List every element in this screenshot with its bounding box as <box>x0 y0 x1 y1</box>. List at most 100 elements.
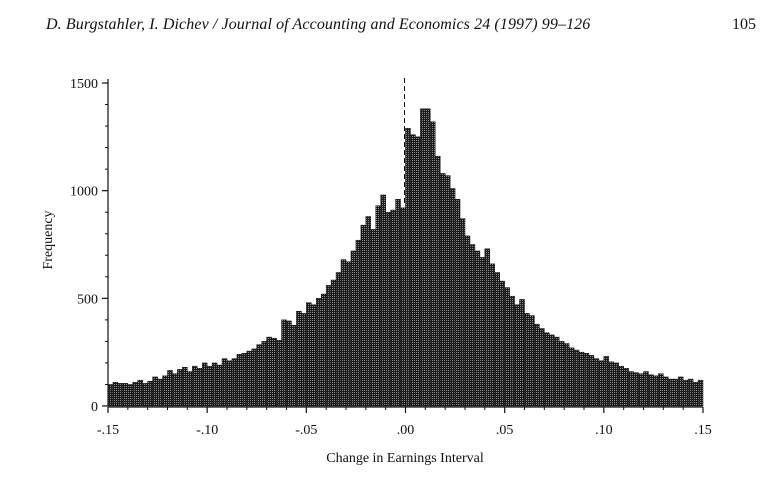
histogram-bar <box>534 323 540 407</box>
running-head: D. Burgstahler, I. Dichev / Journal of A… <box>46 16 591 33</box>
histogram-bar <box>345 261 352 407</box>
histogram-bar <box>603 356 610 407</box>
histogram-bar <box>192 365 198 407</box>
histogram-bar <box>633 372 639 407</box>
histogram-bar <box>668 378 674 407</box>
histogram-bar <box>563 343 570 407</box>
histogram-bar <box>444 175 451 407</box>
histogram-bar <box>320 293 327 407</box>
histogram-bar <box>687 378 694 407</box>
histogram-bar <box>489 263 496 407</box>
histogram-bar <box>663 376 669 407</box>
histogram-bar <box>573 349 580 407</box>
histogram-bar <box>162 375 168 407</box>
histogram-bar <box>628 371 634 407</box>
histogram-bar <box>578 351 585 407</box>
histogram-bar <box>231 358 238 407</box>
x-tick-label: .15 <box>694 423 712 438</box>
histogram-bar <box>127 384 134 407</box>
histogram-bar <box>464 235 471 407</box>
histogram-bar <box>549 334 555 407</box>
histogram-bar <box>301 313 307 407</box>
figure: 0 500 1000 1500 -.15 -.10 -.05 .00 .05 .10 .15 Cha… <box>0 50 775 478</box>
histogram-bar <box>524 313 530 407</box>
histogram-bar <box>187 371 193 407</box>
histogram-bar <box>400 207 406 407</box>
x-tick-label: -.10 <box>196 423 218 438</box>
histogram-bar <box>122 383 129 407</box>
histogram-bar <box>509 295 515 407</box>
histogram-chart: 0 500 1000 1500 -.15 -.10 -.05 .00 .05 .10 .15 Cha… <box>41 77 712 466</box>
y-tick-label: 500 <box>77 292 98 307</box>
y-axis-label: Frequency <box>41 210 56 269</box>
histogram-bar <box>539 328 545 407</box>
histogram-bar <box>370 229 377 407</box>
x-axis-label: Change in Earnings Interval <box>326 451 484 466</box>
histogram-bar <box>380 194 386 407</box>
histogram-bar <box>201 362 208 407</box>
x-tick-label: .05 <box>496 423 514 438</box>
histogram-bar <box>692 382 699 407</box>
histogram-bar <box>454 199 461 407</box>
histogram-bar <box>177 369 183 407</box>
histogram-bar <box>529 315 535 407</box>
histogram-bar <box>638 373 644 407</box>
histogram-bar <box>197 368 203 407</box>
histogram-bar <box>499 280 505 407</box>
histogram-bar <box>330 279 337 407</box>
histogram-bar <box>316 298 322 407</box>
histogram-bar <box>588 355 595 407</box>
histogram-bar <box>221 358 228 407</box>
histogram-bar <box>266 336 272 407</box>
x-tick-label: -.05 <box>295 423 317 438</box>
y-tick-label: 1500 <box>70 77 98 92</box>
x-tick-label: -.15 <box>97 423 119 438</box>
histogram-bar <box>355 239 362 407</box>
page-header: D. Burgstahler, I. Dichev / Journal of A… <box>0 8 775 38</box>
histogram-bar <box>261 341 267 407</box>
histogram-bar <box>335 272 342 407</box>
histogram-bar <box>246 350 253 407</box>
histogram-bar <box>325 285 332 407</box>
histogram-bar <box>583 352 590 407</box>
histogram-bar <box>286 320 292 407</box>
histogram-bar <box>365 216 372 407</box>
histogram-bar <box>648 374 654 407</box>
y-tick-label: 1000 <box>70 185 98 200</box>
histogram-bar <box>410 134 416 407</box>
x-tick-label: .10 <box>595 423 613 438</box>
histogram-bar <box>385 211 391 407</box>
histogram-bar <box>311 304 317 407</box>
histogram-bar <box>430 121 436 407</box>
histogram-bar <box>653 375 659 407</box>
y-tick-label: 0 <box>91 400 98 415</box>
histogram-bar <box>623 368 629 407</box>
histogram-bar <box>479 257 486 407</box>
histogram-bar <box>147 380 153 407</box>
histogram-bar <box>137 379 143 407</box>
histogram-bar <box>415 136 421 407</box>
histogram-bar <box>236 354 243 407</box>
histogram-bar <box>142 383 148 407</box>
histogram-bar <box>172 373 178 407</box>
histogram-bar <box>117 383 124 407</box>
histogram-bar <box>598 360 605 407</box>
histogram-bar <box>271 337 277 407</box>
histogram-bar <box>350 250 357 407</box>
histogram-bar <box>281 319 287 407</box>
histogram-bar <box>306 302 312 407</box>
histogram-bar <box>494 272 500 407</box>
histogram-bar <box>296 311 302 407</box>
histogram-bar <box>643 371 649 407</box>
histogram-bar <box>484 248 491 407</box>
histogram-bar <box>132 382 138 407</box>
histogram-bar <box>157 378 163 407</box>
histogram-bar <box>682 379 689 407</box>
histogram-bar <box>608 361 614 407</box>
histogram-bar <box>420 108 426 407</box>
histogram-bar <box>211 362 218 407</box>
histogram-bar <box>435 155 441 407</box>
histogram-bar <box>677 376 684 407</box>
histogram-bar <box>613 362 619 407</box>
histogram-bar <box>167 370 173 407</box>
